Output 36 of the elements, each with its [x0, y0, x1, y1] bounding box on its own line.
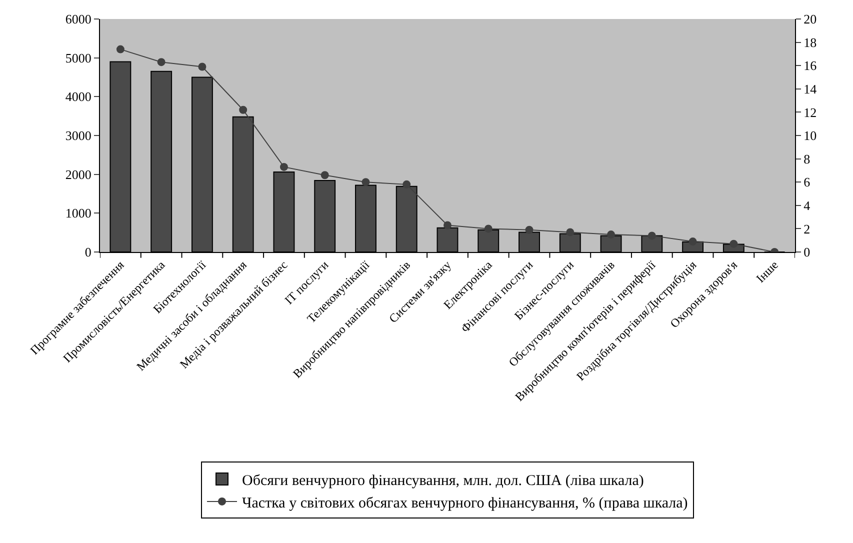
y-tick-label: 3000: [65, 128, 92, 144]
point: [198, 62, 206, 71]
y-tick-label: 6000: [65, 12, 92, 27]
y-tick-label: 1000: [65, 206, 92, 221]
point: [444, 221, 452, 230]
y2-tick-label: 14: [804, 81, 818, 96]
point: [157, 58, 166, 66]
y2-tick-label: 2: [804, 221, 810, 236]
point: [730, 240, 738, 248]
point: [402, 180, 411, 188]
y-tick-label: 2000: [65, 166, 92, 182]
y2-tick-label: 20: [804, 12, 817, 27]
y2-tick-label: 4: [804, 198, 811, 213]
y2-tick-label: 16: [804, 58, 818, 74]
point: [280, 162, 288, 171]
y2-tick-label: 10: [804, 128, 817, 144]
point: [362, 178, 370, 186]
y-tick-label: 0: [84, 244, 92, 260]
legend-label: Обсяги венчурного фінансування, млн. дол. США (ліва шкала): [242, 472, 644, 489]
point: [484, 224, 492, 233]
y2-tick-label: 12: [804, 104, 817, 120]
point: [566, 228, 574, 236]
legend-label: Частка у світових обсягах венчурного фінансування, % (права шкала): [242, 495, 688, 512]
y2-tick-label: 8: [804, 151, 810, 166]
y-tick-label: 4000: [65, 89, 92, 104]
point: [320, 171, 329, 180]
point: [239, 106, 248, 114]
point: [648, 232, 656, 240]
point: [607, 230, 616, 239]
y2-tick-label: 6: [804, 174, 811, 190]
point: [688, 238, 697, 246]
point: [525, 226, 534, 234]
y-tick-label: 5000: [65, 50, 92, 66]
point: [116, 45, 124, 54]
y2-tick-label: 18: [804, 34, 817, 50]
y2-tick-label: 0: [804, 244, 810, 260]
